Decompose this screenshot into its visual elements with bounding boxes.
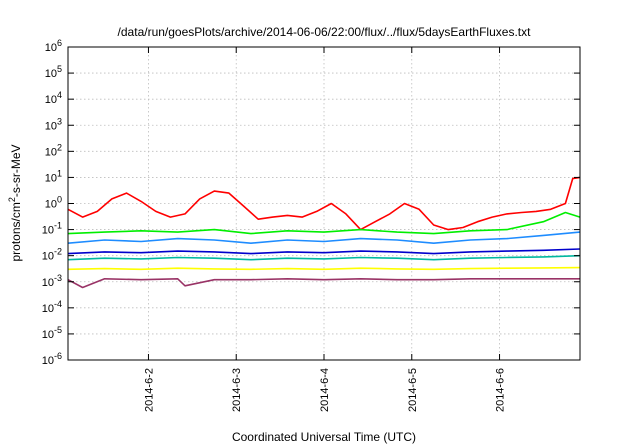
y-tick-label: 101 [45,168,62,184]
y-axis: 10-6 10-5 10-4 10-3 10-2 10-1 100 101 102 103 104 1… [42,38,580,367]
y-tick-label: 106 [45,38,62,54]
y-tick-label: 10-6 [42,351,62,367]
x-tick-label: 2014-6-2 [143,368,155,412]
y-tick-label: 10-5 [42,325,62,341]
x-axis-label: Coordinated Universal Time (UTC) [232,430,416,444]
series-line-3 [67,231,581,244]
grid [68,47,580,360]
x-tick-label: 2014-6-3 [231,368,243,412]
y-tick-label: 100 [45,195,62,211]
series-line-2 [67,211,581,235]
y-tick-label: 104 [45,90,62,106]
series-line-7 [67,277,580,289]
y-tick-label: 10-3 [42,273,62,289]
series-line-4 [67,248,581,255]
x-tick-label: 2014-6-6 [495,368,507,412]
y-tick-label: 102 [45,142,62,158]
x-tick-label: 2014-6-5 [407,368,419,412]
series-line-1 [67,176,581,231]
y-tick-label: 105 [45,64,62,80]
series-line-5 [67,254,581,261]
y-tick-label: 10-2 [42,247,62,263]
y-tick-label: 103 [45,116,62,132]
series-line-6 [67,266,581,271]
x-tick-label: 2014-6-4 [319,368,331,412]
series-group [67,176,581,289]
x-axis: 2014-6-2 2014-6-3 2014-6-4 2014-6-5 2014-6-6 [143,47,507,412]
y-tick-label: 10-4 [42,299,62,315]
y-axis-label: protons/cm2-s-sr-MeV [7,144,23,261]
y-tick-label: 10-1 [42,221,62,237]
chart-title: /data/run/goesPlots/archive/2014-06-06/2… [118,25,532,39]
